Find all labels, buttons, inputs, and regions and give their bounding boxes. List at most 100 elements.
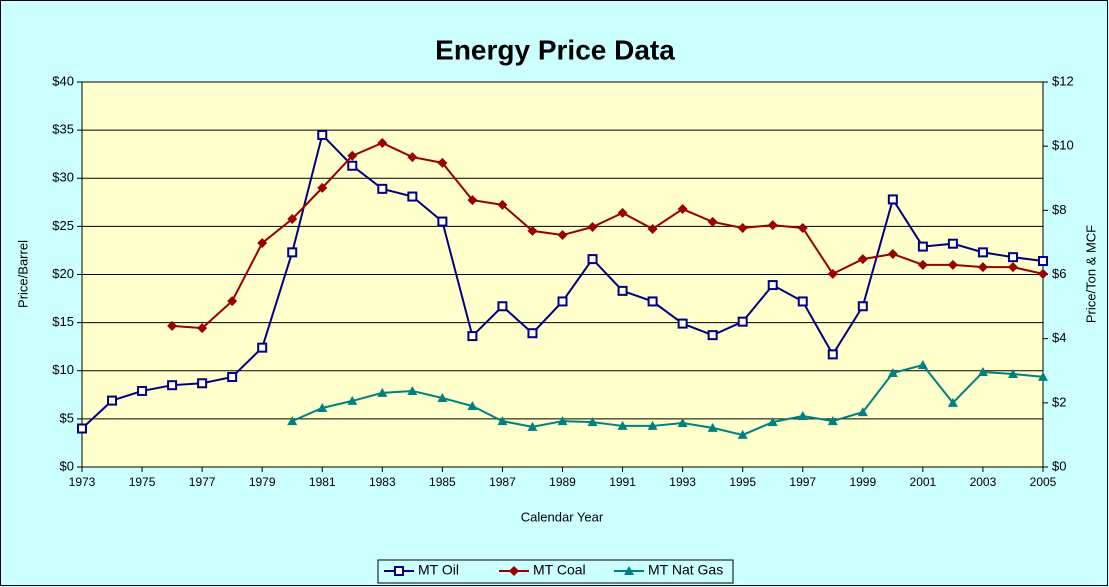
marker bbox=[167, 320, 178, 331]
marker bbox=[197, 323, 208, 334]
marker bbox=[647, 223, 658, 234]
marker bbox=[977, 367, 988, 377]
marker bbox=[767, 220, 778, 231]
x-tick-label: 1997 bbox=[789, 475, 816, 489]
marker bbox=[797, 296, 808, 307]
marker bbox=[737, 316, 748, 327]
marker bbox=[287, 416, 298, 426]
marker bbox=[917, 359, 928, 369]
marker bbox=[707, 422, 718, 432]
marker bbox=[317, 129, 328, 140]
marker bbox=[437, 157, 448, 168]
legend-marker bbox=[509, 566, 519, 576]
x-tick-label: 1977 bbox=[189, 475, 216, 489]
y-tick-label: $25 bbox=[52, 218, 74, 233]
marker bbox=[407, 385, 418, 395]
marker bbox=[767, 280, 778, 291]
x-tick-label: 1983 bbox=[369, 475, 396, 489]
y2-tick-label: $2 bbox=[1052, 394, 1066, 409]
marker bbox=[1038, 268, 1048, 279]
marker bbox=[617, 285, 628, 296]
marker bbox=[1007, 252, 1018, 263]
marker bbox=[497, 301, 508, 312]
x-tick-label: 1995 bbox=[729, 475, 756, 489]
marker bbox=[617, 207, 628, 218]
marker bbox=[407, 191, 418, 202]
marker bbox=[497, 416, 508, 426]
marker bbox=[557, 296, 568, 307]
marker bbox=[677, 318, 688, 329]
series-line bbox=[172, 141, 1044, 330]
y2-tick-label: $10 bbox=[1052, 138, 1074, 153]
marker bbox=[827, 416, 838, 426]
marker bbox=[887, 194, 898, 205]
marker bbox=[857, 407, 868, 417]
legend-marker bbox=[624, 566, 634, 575]
x-tick-label: 1979 bbox=[249, 475, 276, 489]
marker bbox=[527, 328, 538, 339]
marker bbox=[797, 222, 808, 233]
marker bbox=[587, 222, 598, 233]
y-tick-label: $10 bbox=[52, 362, 74, 377]
x-tick-label: 2005 bbox=[1030, 475, 1057, 489]
y-tick-label: $40 bbox=[52, 73, 74, 88]
marker bbox=[377, 137, 388, 148]
marker bbox=[707, 330, 718, 341]
marker bbox=[917, 241, 928, 252]
marker bbox=[377, 183, 388, 194]
marker bbox=[497, 199, 508, 210]
marker bbox=[467, 331, 478, 342]
y-tick-label: $0 bbox=[60, 458, 74, 473]
y-tick-label: $30 bbox=[52, 170, 74, 185]
legend bbox=[377, 559, 734, 584]
marker bbox=[827, 349, 838, 360]
marker bbox=[137, 385, 148, 396]
marker bbox=[1007, 262, 1018, 273]
marker bbox=[587, 254, 598, 265]
marker bbox=[947, 397, 958, 407]
marker bbox=[1038, 371, 1048, 381]
chart-title: Energy Price Data bbox=[435, 34, 675, 65]
x-tick-label: 1987 bbox=[489, 475, 516, 489]
marker bbox=[197, 378, 208, 389]
marker bbox=[167, 380, 178, 391]
marker bbox=[797, 410, 808, 420]
marker bbox=[347, 150, 358, 161]
legend-label: MT Coal bbox=[533, 562, 586, 578]
legend-label: MT Oil bbox=[418, 562, 459, 578]
marker bbox=[647, 420, 658, 430]
marker bbox=[977, 262, 988, 273]
legend-marker bbox=[394, 566, 404, 576]
marker bbox=[767, 417, 778, 427]
y-tick-label: $20 bbox=[52, 266, 74, 281]
marker bbox=[467, 195, 478, 206]
x-tick-label: 1989 bbox=[549, 475, 576, 489]
marker bbox=[827, 268, 838, 279]
marker bbox=[377, 387, 388, 397]
marker bbox=[677, 204, 688, 215]
x-tick-label: 1975 bbox=[129, 475, 156, 489]
marker bbox=[227, 372, 238, 383]
x-tick-label: 1991 bbox=[609, 475, 636, 489]
marker bbox=[737, 429, 748, 439]
x-tick-label: 2001 bbox=[910, 475, 937, 489]
x-tick-label: 2003 bbox=[970, 475, 997, 489]
marker bbox=[587, 417, 598, 427]
x-tick-label: 1993 bbox=[669, 475, 696, 489]
marker bbox=[257, 342, 268, 353]
marker bbox=[857, 301, 868, 312]
marker bbox=[1007, 368, 1018, 378]
marker bbox=[407, 152, 418, 163]
y2-axis-label: Price/Ton & MCF bbox=[1083, 225, 1098, 323]
x-tick-label: 1981 bbox=[309, 475, 336, 489]
marker bbox=[647, 296, 658, 307]
marker bbox=[347, 160, 358, 171]
marker bbox=[1038, 256, 1048, 267]
marker bbox=[887, 248, 898, 259]
marker bbox=[617, 420, 628, 430]
y2-tick-label: $0 bbox=[1052, 458, 1066, 473]
marker bbox=[347, 395, 358, 405]
marker bbox=[557, 230, 568, 241]
x-axis-label: Calendar Year bbox=[521, 509, 604, 524]
